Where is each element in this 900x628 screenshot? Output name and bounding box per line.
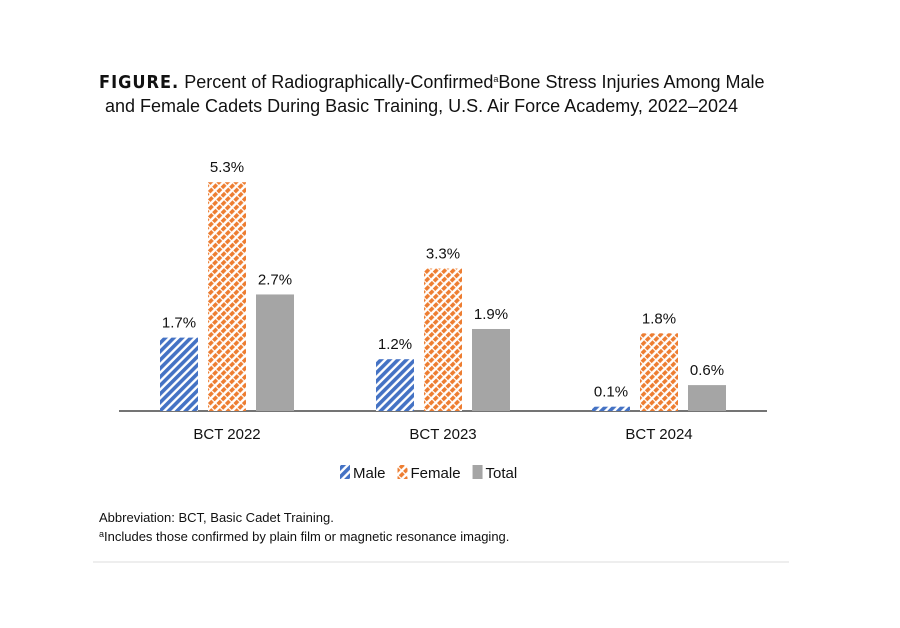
title-text: Percent of Radiographically-Confirmed xyxy=(184,72,493,92)
data-label: 3.3% xyxy=(426,246,460,263)
bar xyxy=(640,333,678,411)
chart-title: and Female Cadets During Basic Training,… xyxy=(105,96,738,116)
bar xyxy=(208,182,246,411)
x-tick-label: BCT 2024 xyxy=(625,426,692,443)
bar xyxy=(472,328,510,411)
legend-marker xyxy=(472,465,483,479)
data-label: 5.3% xyxy=(210,159,244,176)
bar xyxy=(688,385,726,411)
bar xyxy=(424,268,462,411)
chart-title: FIGURE. Percent of Radiographically-Conf… xyxy=(99,72,765,93)
footnote: aIncludes those confirmed by plain film … xyxy=(99,529,509,544)
data-label: 2.7% xyxy=(258,271,292,288)
legend-label: Female xyxy=(411,465,461,482)
legend-marker xyxy=(397,465,408,479)
x-tick-label: BCT 2022 xyxy=(193,426,260,443)
legend-marker xyxy=(340,465,350,479)
figure-label: FIGURE. xyxy=(99,72,179,93)
title-text: Bone Stress Injuries Among Male xyxy=(498,72,764,92)
data-label: 1.7% xyxy=(162,315,196,332)
bar xyxy=(592,406,630,411)
bar xyxy=(256,294,294,411)
x-tick-label: BCT 2023 xyxy=(409,426,476,443)
legend-label: Total xyxy=(486,465,518,482)
data-label: 0.1% xyxy=(594,384,628,401)
bar xyxy=(376,359,414,411)
data-label: 1.9% xyxy=(474,306,508,323)
bar xyxy=(160,337,198,411)
footnote-mark: a xyxy=(99,529,104,539)
legend-label: Male xyxy=(353,465,386,482)
data-label: 1.2% xyxy=(378,336,412,353)
title-footnote-mark: a xyxy=(493,74,498,84)
footnote-text: Includes those confirmed by plain film o… xyxy=(104,529,509,544)
data-label: 0.6% xyxy=(690,362,724,379)
data-label: 1.8% xyxy=(642,310,676,327)
abbreviation-note: Abbreviation: BCT, Basic Cadet Training. xyxy=(99,510,334,525)
